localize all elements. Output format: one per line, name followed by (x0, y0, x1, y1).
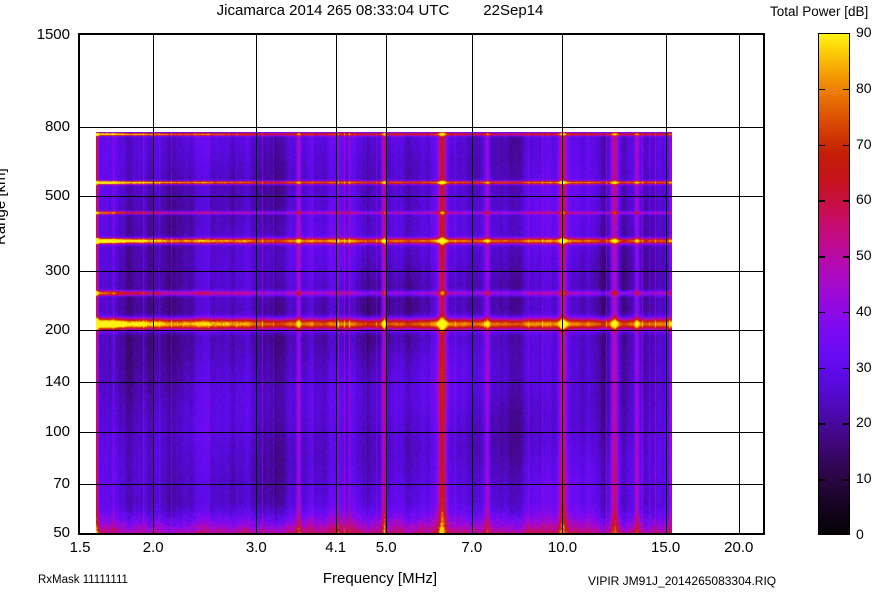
y-tick-label: 50 (53, 524, 70, 541)
x-tick-label: 15.0 (650, 539, 681, 556)
colorbar-tick-label: 20 (856, 414, 872, 431)
y-gridline (80, 270, 763, 272)
y-gridline (80, 330, 763, 332)
x-gridline (738, 35, 740, 533)
y-tick (78, 271, 80, 272)
y-gridline (80, 431, 763, 433)
y-tick (78, 382, 80, 383)
colorbar-tick (843, 256, 850, 258)
colorbar[interactable] (818, 33, 850, 535)
x-gridline (665, 35, 667, 533)
x-tick-label: 7.0 (461, 539, 483, 556)
figure-title: Jicamarca 2014 265 08:33:04 UTC 22Sep14 (0, 2, 760, 19)
y-tick-label: 300 (44, 261, 70, 279)
y-axis-label: Range [km] (0, 168, 9, 245)
y-tick (78, 330, 80, 331)
colorbar-tick-label: 60 (856, 191, 872, 208)
x-tick (666, 533, 667, 535)
colorbar-tick (818, 311, 825, 314)
colorbar-title: Total Power [dB] (770, 4, 869, 19)
colorbar-tick (843, 144, 850, 147)
colorbar-tick (818, 88, 825, 91)
ionogram-plot-area[interactable] (78, 33, 765, 535)
x-tick-label: 10.0 (547, 539, 578, 556)
y-tick-label: 200 (44, 321, 70, 339)
rxmask-footer: RxMask 11111111 (38, 574, 128, 586)
colorbar-tick (843, 88, 850, 91)
colorbar-tick-label: 50 (856, 247, 872, 264)
x-tick-label: 1.5 (69, 539, 91, 556)
file-info-footer: VIPIR JM91J_2014265083304.RIQ (588, 574, 777, 588)
colorbar-tick-label: 0 (856, 526, 864, 542)
x-gridline (256, 35, 258, 533)
colorbar-tick (818, 423, 825, 425)
colorbar-tick (843, 479, 850, 481)
x-tick (153, 533, 154, 535)
x-tick-label: 5.0 (375, 539, 397, 556)
colorbar-tick-label: 10 (856, 470, 872, 487)
colorbar-tick (843, 367, 850, 370)
colorbar-tick (818, 256, 825, 258)
y-tick-label: 70 (53, 474, 70, 492)
x-tick (256, 533, 257, 535)
x-gridline (562, 35, 564, 533)
x-tick (80, 533, 81, 535)
colorbar-tick (818, 144, 825, 147)
x-gridline (386, 35, 388, 533)
x-tick-label: 3.0 (245, 539, 267, 556)
colorbar-tick-label: 90 (856, 24, 872, 40)
y-tick (78, 127, 80, 128)
x-gridline (471, 35, 473, 533)
colorbar-tick (843, 311, 850, 314)
y-tick-label: 800 (44, 118, 70, 136)
colorbar-tick-label: 80 (856, 79, 872, 96)
y-tick-label: 140 (44, 373, 70, 391)
y-gridline (80, 195, 763, 197)
x-tick (386, 533, 387, 535)
x-tick-label: 4.1 (325, 539, 347, 556)
colorbar-tick (818, 367, 825, 370)
x-tick (739, 533, 740, 535)
y-tick (78, 484, 80, 485)
figure-title-text: Jicamarca 2014 265 08:33:04 UTC (216, 2, 450, 19)
y-tick (78, 533, 80, 534)
y-tick (78, 196, 80, 197)
x-tick (336, 533, 337, 535)
figure-title-date: 22Sep14 (483, 2, 544, 19)
y-gridline (80, 483, 763, 485)
y-tick (78, 432, 80, 433)
x-tick (562, 533, 563, 535)
x-tick (472, 533, 473, 535)
colorbar-tick (843, 200, 850, 202)
colorbar-tick-label: 30 (856, 358, 872, 375)
colorbar-tick (843, 423, 850, 425)
colorbar-tick (818, 479, 825, 481)
x-gridline (335, 35, 337, 533)
y-tick-label: 1500 (36, 26, 70, 43)
ionogram-heatmap-image (96, 132, 672, 533)
y-tick (78, 35, 80, 36)
y-tick-label: 500 (44, 186, 70, 204)
plot-inner-surface (80, 35, 763, 533)
x-gridline (153, 35, 155, 533)
x-tick-label: 2.0 (142, 539, 164, 556)
y-gridline (80, 382, 763, 384)
y-tick-label: 100 (44, 422, 70, 440)
colorbar-tick-label: 40 (856, 302, 872, 319)
colorbar-tick-label: 70 (856, 135, 872, 152)
x-axis-label: Frequency [MHz] (322, 570, 438, 587)
colorbar-tick (818, 200, 825, 202)
y-gridline (80, 127, 763, 129)
x-tick-label: 20.0 (724, 539, 754, 556)
